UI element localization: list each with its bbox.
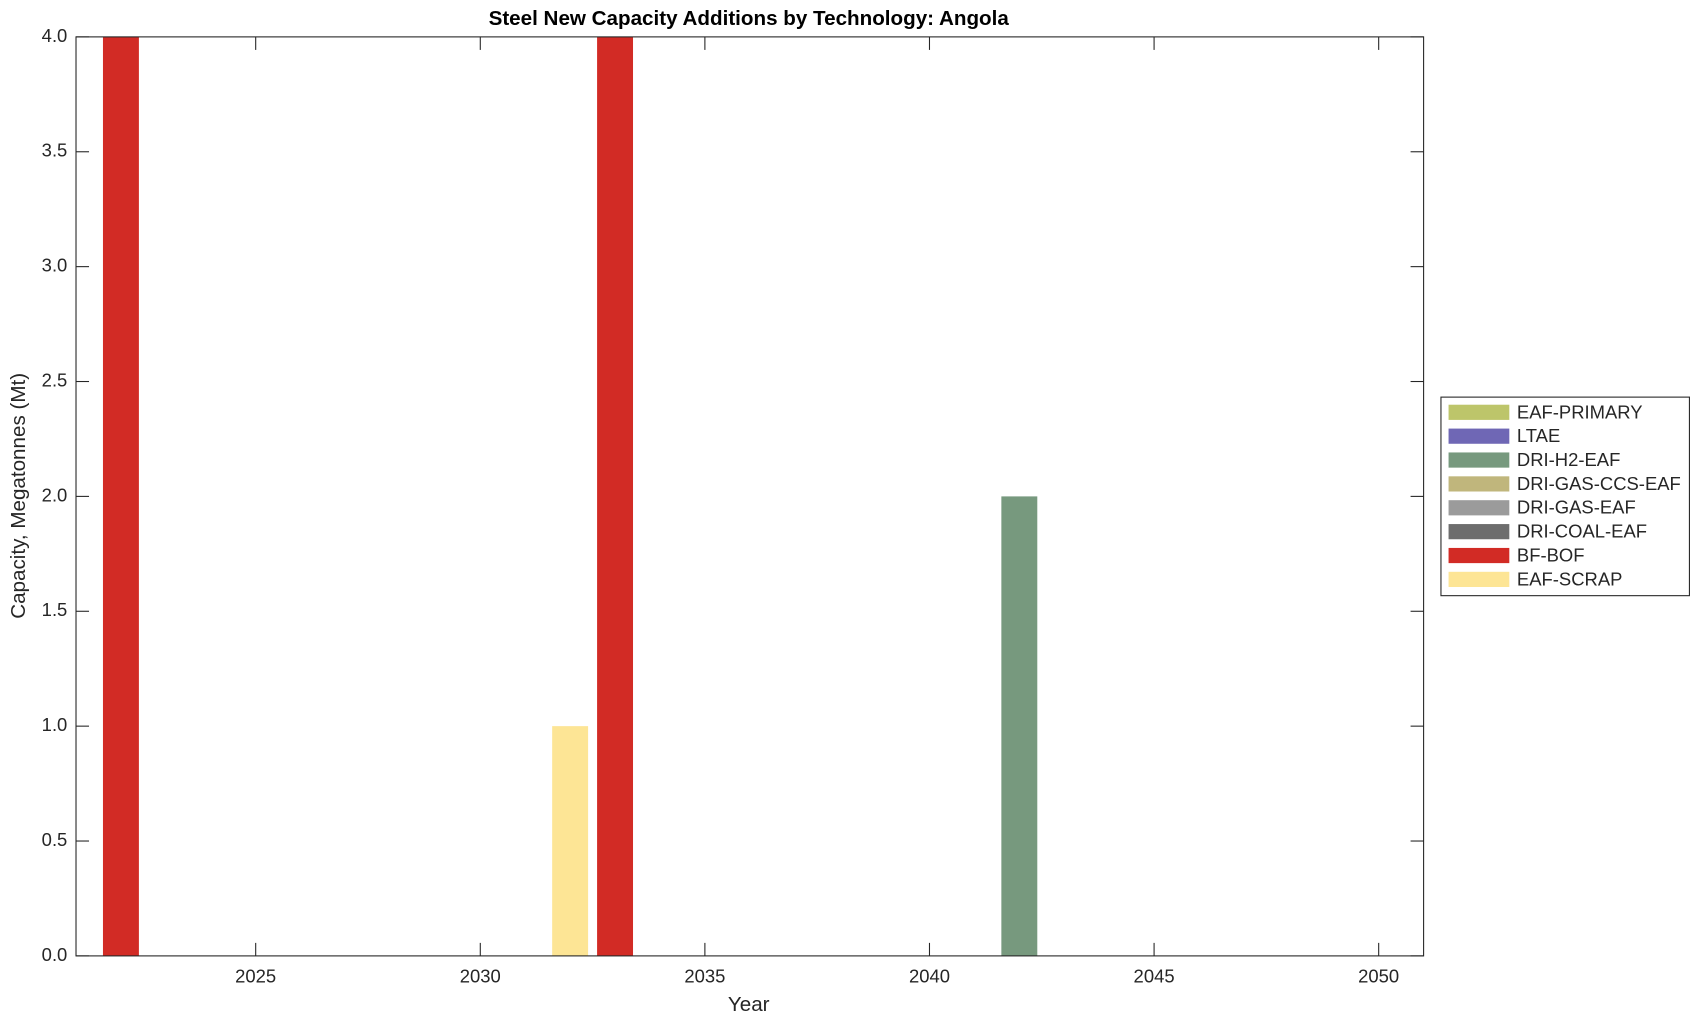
- y-tick-label: 1.5: [42, 599, 68, 620]
- chart-title: Steel New Capacity Additions by Technolo…: [489, 7, 1010, 30]
- legend-label: LTAE: [1517, 425, 1560, 446]
- legend-swatch: [1448, 476, 1510, 492]
- y-axis-label: Capacity, Megatonnes (Mt): [7, 373, 30, 619]
- legend-label: BF-BOF: [1517, 544, 1585, 565]
- y-tick-label: 4.0: [42, 25, 68, 46]
- bar-segment: [597, 36, 634, 956]
- legend-swatch: [1448, 428, 1510, 444]
- legend-swatch: [1448, 547, 1510, 564]
- legend-label: DRI-COAL-EAF: [1517, 521, 1647, 542]
- y-tick-label: 3.5: [42, 140, 68, 161]
- x-tick-label: 2050: [1358, 965, 1399, 986]
- y-tick-label: 2.0: [42, 484, 68, 505]
- legend-label: EAF-PRIMARY: [1517, 401, 1643, 422]
- x-axis-label: Year: [728, 993, 770, 1016]
- y-tick-label: 0.5: [42, 829, 68, 850]
- y-tick-label: 3.0: [42, 255, 68, 276]
- x-tick-label: 2035: [684, 965, 725, 986]
- legend-label: DRI-H2-EAF: [1517, 449, 1620, 470]
- legend-label: DRI-GAS-EAF: [1517, 497, 1636, 518]
- legend-swatch: [1448, 524, 1510, 540]
- legend-swatch: [1448, 452, 1510, 468]
- x-tick-label: 2025: [235, 965, 276, 986]
- x-tick-label: 2040: [909, 965, 950, 986]
- bars: [102, 36, 1038, 956]
- legend-label: EAF-SCRAP: [1517, 568, 1623, 589]
- bar-segment: [1001, 496, 1038, 956]
- axes-box: [75, 36, 1425, 957]
- legend-swatch: [1448, 500, 1510, 516]
- bar-segment: [102, 36, 139, 956]
- x-tick-label: 2030: [460, 965, 501, 986]
- y-tick-label: 0.0: [42, 944, 68, 965]
- bar-segment: [552, 726, 589, 956]
- y-tick-label: 1.0: [42, 714, 68, 735]
- legend-label: DRI-GAS-CCS-EAF: [1517, 473, 1681, 494]
- legend-swatch: [1448, 571, 1510, 587]
- y-tick-label: 2.5: [42, 369, 68, 390]
- legend-swatch: [1448, 404, 1510, 420]
- x-tick-label: 2045: [1134, 965, 1175, 986]
